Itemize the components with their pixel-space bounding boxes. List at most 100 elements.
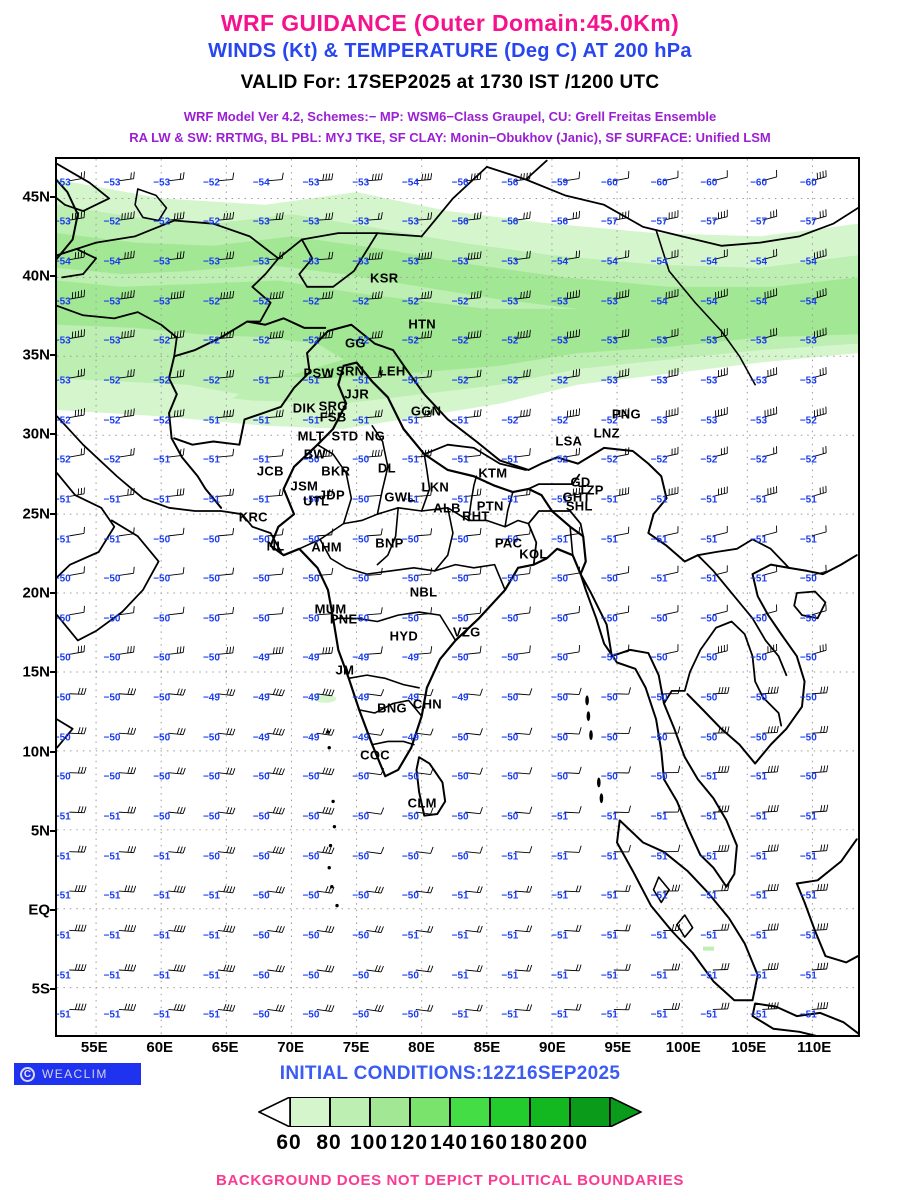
- wind-barb: [613, 447, 630, 458]
- wind-barb: [118, 290, 135, 300]
- temperature-value: −50: [700, 613, 718, 625]
- wind-barb: [168, 646, 185, 655]
- temperature-value: −50: [401, 1009, 419, 1021]
- city-label-lsa: LSA: [555, 433, 583, 449]
- wind-barb: [663, 765, 681, 774]
- temperature-value: −51: [202, 454, 220, 466]
- wind-speed-contour-band-5: [57, 324, 344, 379]
- wind-barb: [267, 528, 284, 537]
- wind-barb: [316, 727, 335, 736]
- wind-barb: [118, 645, 135, 655]
- temperature-value: −50: [103, 613, 121, 625]
- wind-barb: [267, 806, 285, 815]
- wind-barb: [168, 172, 185, 182]
- city-label-htn: HTN: [408, 316, 436, 332]
- city-label-ght: GHT: [562, 489, 591, 505]
- temperature-value: −53: [700, 375, 718, 387]
- weaclim-label: WEACLIM: [42, 1067, 108, 1081]
- colorbar-swatch-120[interactable]: [410, 1097, 450, 1127]
- colorbar-swatch-160[interactable]: [490, 1097, 530, 1127]
- map-outline: [337, 611, 457, 642]
- temperature-value: −50: [650, 771, 668, 783]
- colorbar-swatch-100[interactable]: [370, 1097, 410, 1127]
- city-label-mlt: MLT: [297, 428, 325, 444]
- wind-barb: [217, 567, 235, 576]
- map-outline: [423, 443, 527, 471]
- wind-barb: [415, 449, 433, 458]
- wind-barb: [415, 646, 433, 655]
- map-outline: [751, 1002, 858, 1035]
- colorbar-swatch-80[interactable]: [330, 1097, 370, 1127]
- wind-barb: [811, 1001, 829, 1010]
- temperature-value: −50: [750, 732, 768, 744]
- wind-barb: [613, 171, 630, 182]
- wind-barb: [762, 209, 778, 221]
- temperature-value: −52: [600, 454, 618, 466]
- wind-speed-colorbar[interactable]: [257, 1095, 643, 1129]
- wind-barb: [316, 607, 334, 616]
- temperature-value: −51: [600, 811, 618, 823]
- temperature-value: −51: [202, 415, 220, 427]
- wind-barb: [712, 844, 730, 853]
- temperature-values: −53 −53 −53 −52 −54 −53 −53 −54 −56 −56 −59 −60 −60 −…: [57, 159, 858, 1035]
- latitude-tick-mark: [50, 354, 57, 357]
- temperature-value: −50: [302, 573, 320, 585]
- wind-barb: [69, 210, 86, 221]
- wind-barb: [564, 964, 582, 972]
- colorbar-swatch-180[interactable]: [530, 1097, 570, 1127]
- wind-barb: [316, 212, 334, 221]
- temperature-value: −50: [451, 851, 469, 863]
- temperature-value: −50: [799, 771, 817, 783]
- wind-barb: [316, 886, 335, 894]
- temperature-value: −51: [153, 454, 171, 466]
- temperature-value: −51: [551, 494, 569, 506]
- temperature-value: −51: [799, 890, 817, 902]
- wind-barb: [415, 173, 433, 182]
- temperature-value: −50: [700, 692, 718, 704]
- wind-speed-contour-band-4: [57, 280, 500, 311]
- temperature-value: −50: [551, 771, 569, 783]
- wind-barb: [168, 567, 185, 576]
- map-outline: [57, 519, 160, 642]
- map-outline: [347, 674, 420, 689]
- island-marker: [335, 903, 339, 908]
- temperature-value: −51: [650, 970, 668, 982]
- wind-barb: [762, 804, 779, 813]
- wind-barb: [168, 767, 186, 775]
- colorbar-under-arrow: [257, 1095, 291, 1129]
- colorbar-swatch-200[interactable]: [570, 1097, 610, 1127]
- wind-barb: [514, 211, 531, 221]
- wind-barb: [415, 251, 433, 261]
- wind-barb: [217, 528, 235, 537]
- city-label-jsm: JSM: [290, 478, 319, 494]
- colorbar-swatch-60[interactable]: [290, 1097, 330, 1127]
- latitude-tick-mark: [50, 274, 57, 277]
- wind-barb: [118, 487, 135, 497]
- temperature-value: −53: [57, 216, 71, 228]
- temperature-value: −57: [799, 216, 817, 228]
- temperature-value: −52: [551, 454, 569, 466]
- temperature-value: −50: [401, 534, 419, 546]
- temperature-value: −53: [501, 256, 519, 268]
- map-outline: [415, 756, 447, 817]
- temperature-value: −50: [202, 573, 220, 585]
- colorbar-swatch-140[interactable]: [450, 1097, 490, 1127]
- wind-barb: [366, 925, 384, 934]
- wind-barb: [118, 766, 137, 775]
- wind-barb: [564, 329, 581, 340]
- temperature-value: −52: [153, 335, 171, 347]
- weather-map[interactable]: −53 −53 −53 −52 −54 −53 −53 −54 −56 −56 −59 −60 −60 −…: [55, 157, 860, 1037]
- wind-barb: [762, 686, 779, 695]
- wind-barb: [69, 289, 86, 300]
- wind-barb: [217, 409, 235, 418]
- wind-barb: [217, 172, 235, 182]
- temperature-value: −53: [501, 296, 519, 308]
- city-label-ahm: AHM: [311, 539, 342, 555]
- wind-barb: [762, 604, 778, 616]
- temperature-value: −51: [700, 573, 718, 585]
- temperature-value: −54: [401, 177, 419, 189]
- wind-barb: [168, 290, 185, 300]
- temperature-value: −50: [451, 613, 469, 625]
- wind-barb: [762, 565, 778, 576]
- temperature-value: −53: [600, 335, 618, 347]
